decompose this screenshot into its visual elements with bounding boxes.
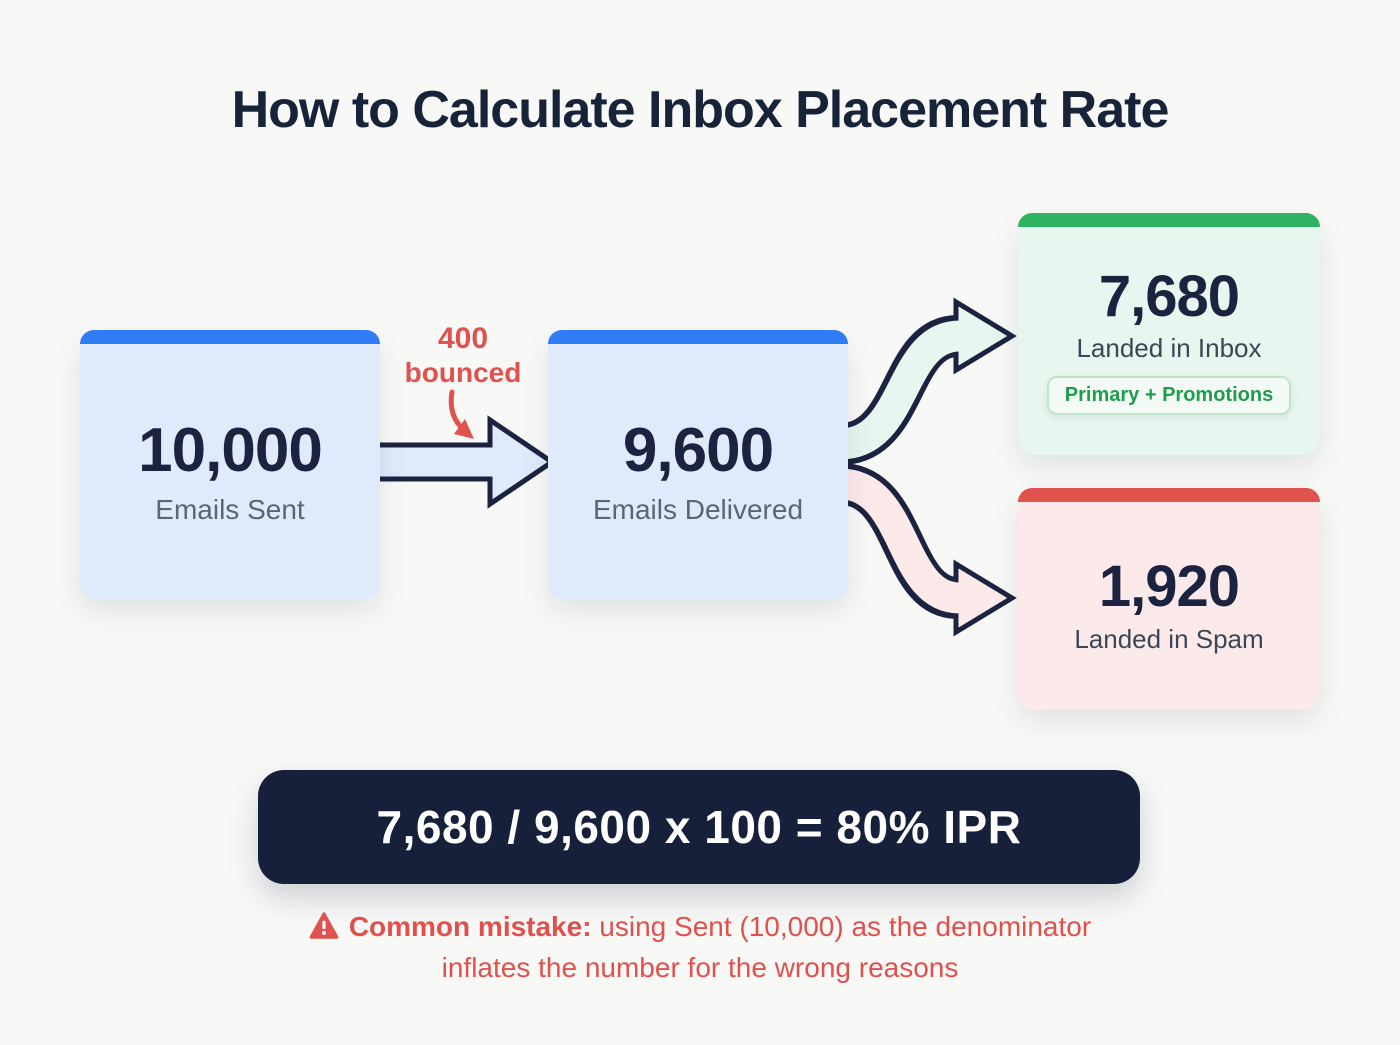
bounce-arrowhead <box>454 419 474 439</box>
inbox-badge: Primary + Promotions <box>1046 376 1292 416</box>
emails-delivered-value: 9,600 <box>622 416 774 486</box>
bounce-label: bounced <box>404 356 522 388</box>
card-landed-in-spam-topbar <box>1018 488 1320 502</box>
common-mistake-line1: Common mistake: using Sent (10,000) as t… <box>0 908 1400 949</box>
delivered-to-inbox-arrowhead <box>953 297 1017 375</box>
card-emails-sent: 10,000 Emails Sent <box>80 330 380 600</box>
bounce-arrow <box>448 389 467 433</box>
card-emails-delivered-topbar <box>548 330 848 344</box>
card-emails-sent-topbar <box>80 330 380 344</box>
bounce-value: 400 <box>437 322 489 355</box>
emails-sent-value: 10,000 <box>138 416 323 486</box>
inbox-label: Landed in Inbox <box>1076 333 1262 364</box>
common-mistake-line2: inflates the number for the wrong reason… <box>441 951 959 983</box>
card-emails-delivered: 9,600 Emails Delivered <box>548 330 848 600</box>
warning-icon <box>309 911 339 949</box>
emails-delivered-label: Emails Delivered <box>592 493 804 525</box>
spam-label: Landed in Spam <box>1074 623 1264 654</box>
page-title: How to Calculate Inbox Placement Rate <box>231 81 1170 139</box>
delivered-to-inbox-arrow-band-fill <box>838 320 962 460</box>
card-landed-in-inbox-topbar <box>1018 213 1320 227</box>
sent-to-delivered-arrow <box>367 415 557 509</box>
delivered-to-spam-arrowhead <box>953 559 1017 637</box>
card-landed-in-inbox: 7,680 Landed in Inbox Primary + Promotio… <box>1018 213 1320 455</box>
common-mistake-lead: Common mistake: <box>348 911 592 942</box>
bounce-annotation: 400 bounced <box>388 322 538 389</box>
formula-bar: 7,680 / 9,600 x 100 = 80% IPR <box>258 770 1140 884</box>
formula-text: 7,680 / 9,600 x 100 = 80% IPR <box>376 801 1022 853</box>
emails-sent-label: Emails Sent <box>155 493 305 525</box>
common-mistake-note: Common mistake: using Sent (10,000) as t… <box>0 908 1400 987</box>
inbox-value: 7,680 <box>1098 263 1240 329</box>
delivered-to-spam-arrow-band-outline <box>837 463 961 619</box>
delivered-to-spam-arrow-band-fill <box>838 468 962 614</box>
card-landed-in-spam: 1,920 Landed in Spam <box>1018 488 1320 710</box>
common-mistake-rest: using Sent (10,000) as the denominator <box>591 911 1092 942</box>
delivered-to-inbox-arrow-band-outline <box>838 315 961 465</box>
spam-value: 1,920 <box>1098 554 1240 620</box>
